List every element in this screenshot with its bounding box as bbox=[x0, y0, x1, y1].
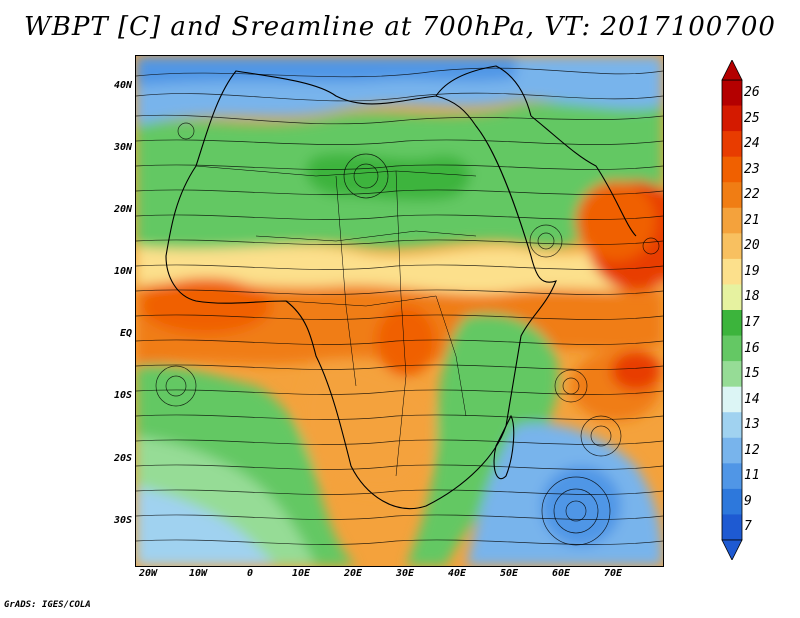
colorbar-label: 20 bbox=[744, 238, 760, 254]
lat-label-eq: EQ bbox=[119, 328, 132, 339]
map-panel bbox=[135, 55, 664, 567]
colorbar-label: 13 bbox=[744, 417, 760, 433]
colorbar-swatch bbox=[722, 514, 742, 541]
grads-credit: GrADS: IGES/COLA bbox=[4, 600, 91, 610]
colorbar-swatch bbox=[722, 207, 742, 234]
colorbar-label: 18 bbox=[744, 289, 760, 305]
colorbar-swatch bbox=[722, 156, 742, 183]
colorbar-label: 16 bbox=[744, 340, 760, 356]
colorbar-label: 23 bbox=[744, 161, 760, 177]
wbpt-field-map bbox=[136, 56, 663, 566]
colorbar-label: 12 bbox=[744, 442, 760, 458]
colorbar-label: 7 bbox=[744, 519, 752, 535]
lat-label-20n: 20N bbox=[113, 204, 132, 215]
lon-label-20w: 20W bbox=[138, 568, 158, 579]
colorbar-label: 24 bbox=[744, 136, 760, 152]
colorbar-label: 25 bbox=[744, 110, 760, 126]
lon-label-40e: 40E bbox=[447, 568, 467, 579]
lon-label-10w: 10W bbox=[188, 568, 208, 579]
lat-label-30n: 30N bbox=[113, 142, 132, 153]
colorbar-swatch bbox=[722, 131, 742, 158]
colorbar-swatch bbox=[722, 437, 742, 464]
colorbar-label: 21 bbox=[744, 212, 760, 228]
lat-label-30s: 30S bbox=[113, 515, 132, 526]
colorbar-swatch bbox=[722, 488, 742, 515]
colorbar-label: 9 bbox=[744, 493, 752, 509]
lon-label-50e: 50E bbox=[499, 568, 519, 579]
map-title: WBPT [C] and Sreamline at 700hPa, VT: 20… bbox=[24, 12, 776, 42]
lat-label-10n: 10N bbox=[113, 266, 132, 277]
coastlines bbox=[165, 65, 637, 510]
lon-label-70e: 70E bbox=[603, 568, 623, 579]
colorbar-swatches bbox=[722, 80, 742, 541]
lon-label-30e: 30E bbox=[395, 568, 415, 579]
colorbar-top-arrow bbox=[721, 60, 743, 81]
colorbar-swatch bbox=[722, 361, 742, 388]
colorbar-bottom-arrow bbox=[721, 539, 743, 560]
colorbar-label: 15 bbox=[744, 366, 760, 382]
colorbar-label: 26 bbox=[744, 85, 760, 100]
colorbar-label: 19 bbox=[744, 263, 760, 279]
colorbar-swatch bbox=[722, 386, 742, 413]
lon-label-0: 0 bbox=[246, 568, 254, 579]
colorbar-swatch bbox=[722, 310, 742, 337]
colorbar-swatch bbox=[722, 80, 742, 107]
lat-label-10s: 10S bbox=[113, 390, 132, 401]
colorbar-swatch bbox=[722, 412, 742, 439]
colorbar-swatch bbox=[722, 463, 742, 490]
colorbar-swatch bbox=[722, 182, 742, 209]
colorbar-label: 11 bbox=[744, 468, 760, 484]
colorbar-label: 14 bbox=[744, 391, 760, 407]
colorbar-swatch bbox=[722, 284, 742, 311]
lat-label-20s: 20S bbox=[113, 453, 132, 464]
colorbar bbox=[721, 60, 743, 560]
lon-label-60e: 60E bbox=[551, 568, 571, 579]
lon-label-20e: 20E bbox=[343, 568, 363, 579]
lat-label-40n: 40N bbox=[113, 80, 132, 91]
streamlines bbox=[136, 67, 663, 546]
colorbar-swatch bbox=[722, 105, 742, 132]
colorbar-swatch bbox=[722, 335, 742, 362]
colorbar-label: 17 bbox=[744, 315, 760, 330]
colorbar-swatch bbox=[722, 233, 742, 260]
borders bbox=[195, 165, 477, 477]
colorbar-label: 22 bbox=[744, 187, 760, 203]
colorbar-swatch bbox=[722, 258, 742, 285]
lon-label-10e: 10E bbox=[291, 568, 311, 579]
